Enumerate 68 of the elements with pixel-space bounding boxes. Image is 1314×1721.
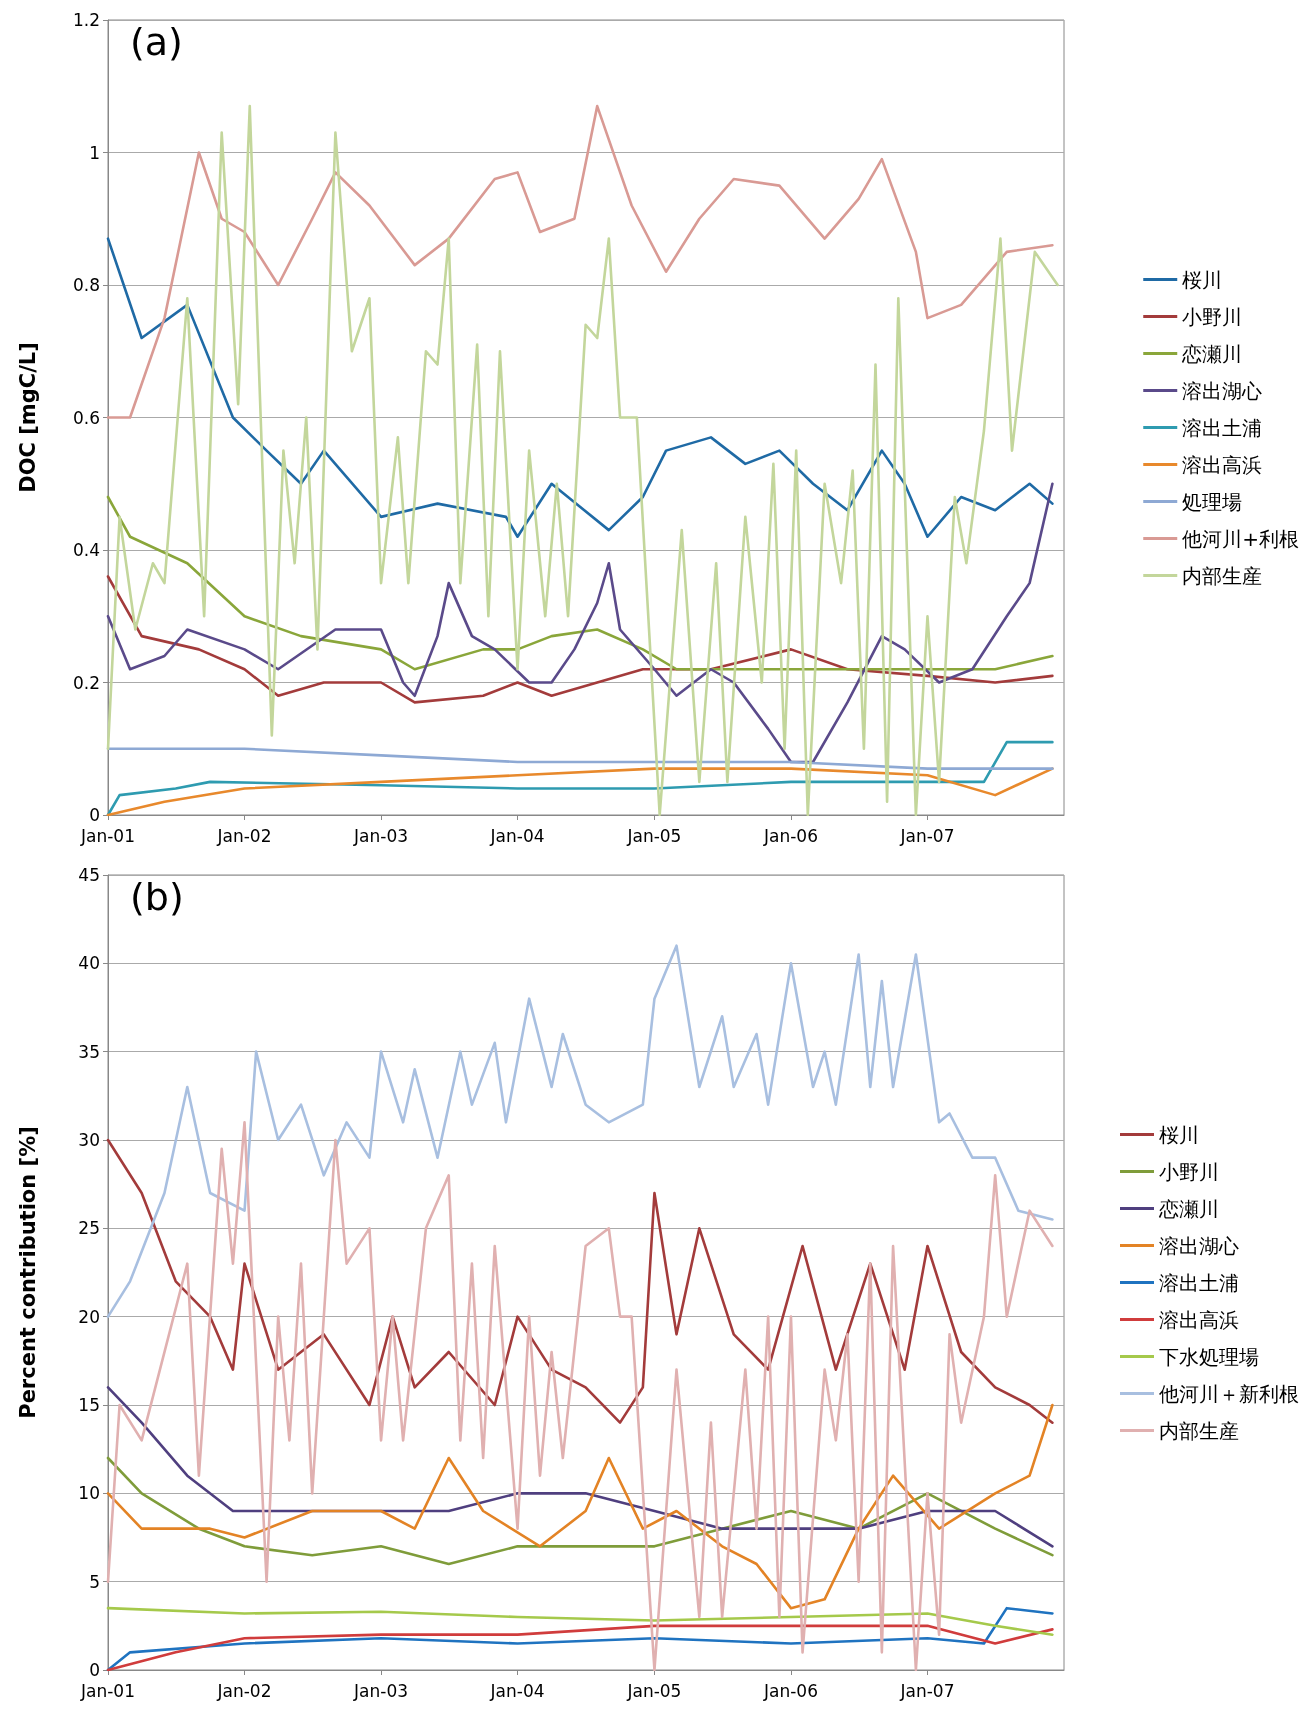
x-tick-label: Jan-04 bbox=[489, 1680, 545, 1701]
legend-label: 溶出湖心 bbox=[1182, 378, 1263, 403]
x-tick-label: Jan-05 bbox=[626, 825, 682, 846]
x-tick-label: Jan-04 bbox=[489, 825, 545, 846]
line-series bbox=[106, 944, 1054, 1318]
legend-label: 溶出土浦 bbox=[1182, 415, 1263, 440]
x-tick-label: Jan-01 bbox=[80, 825, 135, 846]
line-series bbox=[106, 1456, 1054, 1566]
x-tick-label: Jan-05 bbox=[626, 1680, 682, 1701]
legend-label: 内部生産 bbox=[1182, 563, 1263, 588]
legend-label: 小野川 bbox=[1159, 1159, 1219, 1184]
line-series bbox=[106, 747, 1054, 770]
y-tick-label: 0.8 bbox=[72, 275, 100, 295]
x-tick-label: Jan-02 bbox=[216, 825, 272, 846]
legend-label: 溶出土浦 bbox=[1159, 1270, 1239, 1295]
line-series bbox=[106, 1121, 1054, 1672]
x-tick-label: Jan-03 bbox=[353, 825, 409, 846]
line-series bbox=[106, 1606, 1054, 1636]
line-series bbox=[106, 104, 1059, 817]
legend-label: 溶出湖心 bbox=[1159, 1233, 1239, 1258]
y-tick-label: 20 bbox=[78, 1306, 100, 1327]
y-tick-label: 45 bbox=[78, 865, 100, 885]
legend-label: 他河川+利根 bbox=[1182, 526, 1300, 551]
line-series bbox=[106, 482, 1054, 764]
line-series bbox=[106, 104, 1054, 419]
y-tick-label: 5 bbox=[89, 1571, 100, 1592]
y-tick-label: 1 bbox=[89, 142, 100, 163]
x-tick-label: Jan-07 bbox=[899, 1680, 955, 1701]
chart-title: (a) bbox=[130, 20, 183, 64]
y-tick-label: 35 bbox=[78, 1041, 100, 1062]
y-tick-label: 0.2 bbox=[72, 672, 100, 693]
y-axis-title: Percent contribution [%] bbox=[15, 1126, 40, 1419]
line-series bbox=[106, 1138, 1054, 1424]
y-tick-label: 40 bbox=[78, 953, 100, 974]
x-tick-label: Jan-03 bbox=[353, 1680, 409, 1701]
legend-label: 内部生産 bbox=[1159, 1418, 1239, 1443]
x-tick-label: Jan-02 bbox=[216, 1680, 272, 1701]
line-series bbox=[106, 1403, 1054, 1610]
x-tick-label: Jan-06 bbox=[762, 1680, 818, 1701]
legend-label: 溶出高浜 bbox=[1159, 1307, 1239, 1332]
chart-title: (b) bbox=[130, 875, 184, 919]
y-tick-label: 25 bbox=[78, 1218, 100, 1239]
legend-label: 小野川 bbox=[1182, 304, 1243, 329]
line-series bbox=[106, 1624, 1054, 1672]
y-tick-label: 10 bbox=[78, 1483, 100, 1504]
line-series bbox=[106, 740, 1054, 817]
y-tick-label: 1.2 bbox=[72, 10, 100, 30]
legend-label: 桜川 bbox=[1182, 267, 1223, 292]
y-tick-label: 30 bbox=[78, 1130, 100, 1150]
x-tick-label: Jan-06 bbox=[762, 825, 818, 846]
legend-label: 下水処理場 bbox=[1159, 1344, 1259, 1369]
legend-label: 溶出高浜 bbox=[1182, 452, 1263, 477]
x-tick-label: Jan-01 bbox=[80, 1680, 135, 1701]
legend-label: 処理場 bbox=[1182, 489, 1243, 514]
line-series bbox=[106, 767, 1054, 817]
line-series bbox=[106, 1606, 1054, 1672]
legend-label: 他河川＋新利根 bbox=[1159, 1381, 1299, 1406]
y-tick-label: 0.4 bbox=[72, 540, 100, 560]
y-tick-label: 15 bbox=[78, 1395, 100, 1415]
line-series bbox=[106, 237, 1054, 539]
x-tick-label: Jan-07 bbox=[899, 825, 955, 846]
legend-label: 恋瀬川 bbox=[1158, 1196, 1219, 1221]
y-tick-label: 0 bbox=[89, 805, 100, 825]
y-axis-title: DOC [mgC/L] bbox=[15, 342, 40, 493]
y-tick-label: 0 bbox=[89, 1660, 100, 1680]
y-tick-label: 0.6 bbox=[72, 407, 100, 428]
legend-label: 桜川 bbox=[1159, 1122, 1199, 1147]
legend-label: 恋瀬川 bbox=[1181, 341, 1243, 366]
